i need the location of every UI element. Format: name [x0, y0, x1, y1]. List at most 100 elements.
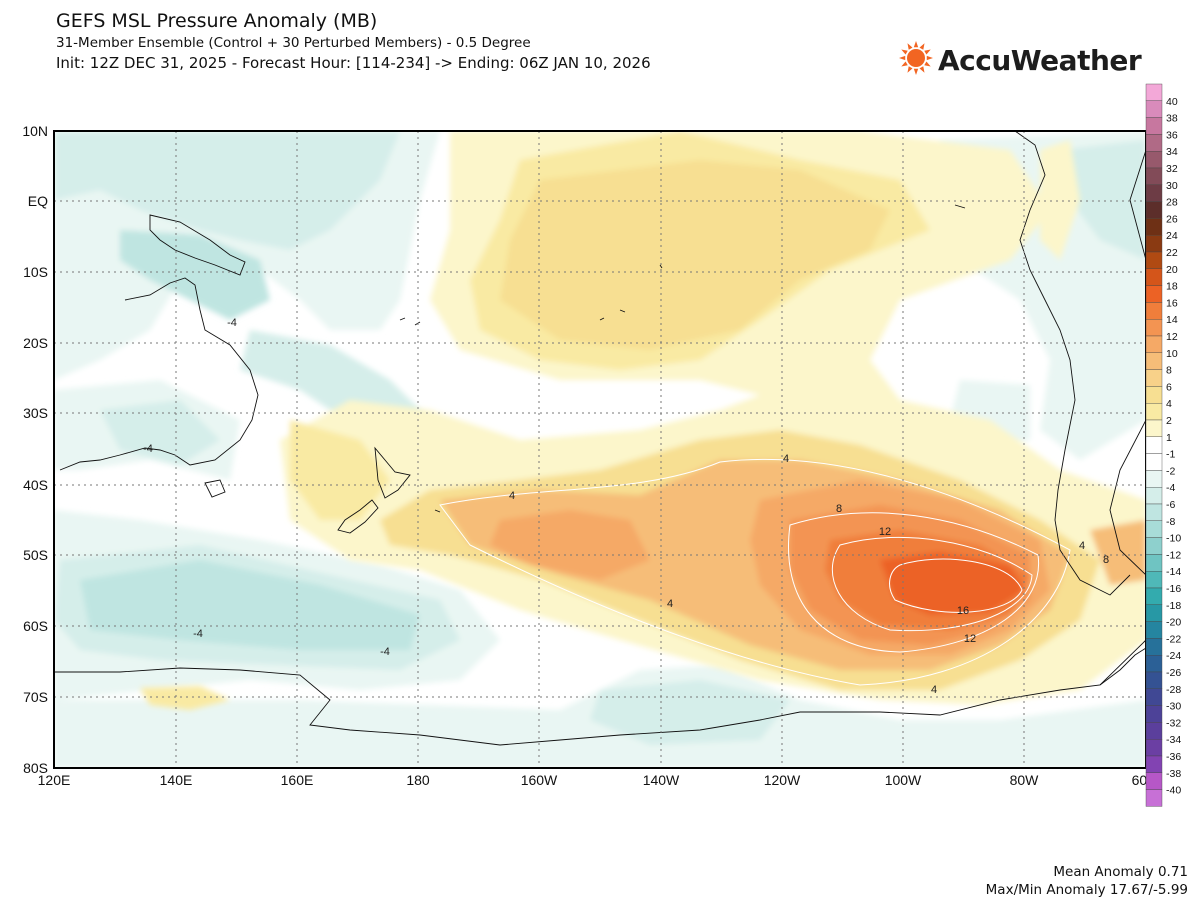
colorbar-level: 2 [1166, 415, 1172, 427]
colorbar-swatch [1145, 117, 1163, 135]
colorbar-level: 22 [1166, 247, 1178, 259]
colorbar-swatch [1145, 705, 1163, 723]
colorbar-swatch [1145, 184, 1163, 202]
lon-label: 120W [764, 772, 801, 788]
lat-label: 10N [22, 123, 48, 139]
colorbar-swatch [1145, 369, 1163, 387]
colorbar-level: -6 [1166, 499, 1175, 511]
colorbar-level: -32 [1166, 717, 1181, 729]
lat-label: 30S [23, 405, 48, 421]
colorbar-level: -4 [1166, 482, 1175, 494]
colorbar-swatch [1145, 671, 1163, 689]
new-zealand-north [374, 446, 411, 499]
longitude-labels: 120E 140E 160E 180 160W 140W 120W 100W 8… [38, 772, 1162, 788]
colorbar-level: 30 [1166, 180, 1178, 192]
colorbar-level: 14 [1166, 314, 1178, 326]
colorbar-level: -36 [1166, 751, 1181, 763]
colorbar-swatch [1145, 688, 1163, 706]
colorbar-swatch [1145, 638, 1163, 656]
south-america-west-coast [1014, 131, 1131, 596]
colorbar-swatch [1145, 100, 1163, 118]
accuweather-logo: AccuWeather [898, 40, 1142, 80]
lat-label: EQ [28, 193, 48, 209]
colorbar-swatch [1145, 319, 1163, 337]
colorbar-swatch [1145, 604, 1163, 622]
colorbar-level: 18 [1166, 281, 1178, 293]
colorbar-swatch [1145, 268, 1163, 286]
colorbar-level: 36 [1166, 129, 1178, 141]
colorbar-level: 24 [1166, 230, 1178, 242]
colorbar-swatch [1145, 251, 1163, 269]
maxmin-anomaly: Max/Min Anomaly 17.67/-5.99 [985, 882, 1188, 898]
colorbar-swatch [1145, 386, 1163, 404]
colorbar-level: 38 [1166, 113, 1178, 125]
colorbar-swatch [1145, 150, 1163, 169]
colorbar-level: 8 [1166, 365, 1172, 377]
colorbar-swatch [1145, 520, 1163, 538]
contour-label: 4 [783, 453, 789, 465]
colorbar-level: -8 [1166, 516, 1175, 528]
lat-label: 80S [23, 760, 48, 776]
colorbar-level: 32 [1166, 163, 1178, 175]
antarctica-coast [54, 639, 1146, 746]
new-guinea-coast [149, 214, 246, 276]
colorbar-labels: 40 38 36 34 32 30 28 26 24 22 20 18 16 14 12 10 8 6 4 2 1 -1 -… [1166, 96, 1181, 797]
colorbar-level: -10 [1166, 533, 1181, 545]
lat-label: 10S [23, 264, 48, 280]
colorbar-level: -1 [1166, 449, 1175, 461]
colorbar-level: -30 [1166, 701, 1181, 713]
colorbar-level: -34 [1166, 734, 1181, 746]
chart-title: GEFS MSL Pressure Anomaly (MB) [56, 10, 378, 32]
contour-label: -4 [193, 628, 203, 640]
colorbar-swatch [1145, 722, 1163, 740]
colorbar-swatch [1145, 453, 1163, 471]
colorbar-level: -28 [1166, 684, 1181, 696]
colorbar-level: 6 [1166, 381, 1172, 393]
lat-label: 40S [23, 477, 48, 493]
colorbar-level: 20 [1166, 264, 1178, 276]
colorbar-level: 1 [1166, 432, 1172, 444]
lon-label: 80W [1010, 772, 1040, 788]
colorbar-level: -22 [1166, 633, 1181, 645]
colorbar-swatch [1145, 755, 1163, 773]
contour-label: 8 [1103, 554, 1109, 566]
contour-label: 4 [931, 684, 937, 696]
colorbar-swatch [1145, 789, 1163, 807]
colorbar-swatch [1145, 554, 1163, 572]
colorbar-swatch [1145, 83, 1163, 101]
contour-label: 12 [879, 526, 891, 538]
new-zealand-south [337, 499, 379, 534]
lat-label: 70S [23, 689, 48, 705]
colorbar-swatch [1145, 167, 1163, 185]
contour-label: 12 [964, 633, 976, 645]
colorbar-level: -38 [1166, 768, 1181, 780]
colorbar-swatch [1145, 419, 1163, 437]
antarctic-peninsula [1099, 647, 1146, 686]
coastlines [54, 131, 1146, 746]
graticule [54, 131, 1146, 768]
positive-anomaly-regions [140, 131, 1146, 710]
mean-anomaly: Mean Anomaly 0.71 [1053, 864, 1188, 880]
contour-label: -4 [380, 646, 390, 658]
lon-label: 140E [160, 772, 193, 788]
colorbar-swatch [1145, 201, 1163, 219]
colorbar-level: 4 [1166, 398, 1172, 410]
contour-label: -4 [143, 443, 153, 455]
colorbar-swatch [1145, 772, 1163, 790]
contour-label: 4 [667, 598, 673, 610]
lon-label: 120E [38, 772, 71, 788]
lat-label: 60S [23, 618, 48, 634]
colorbar-swatch [1145, 218, 1163, 236]
lon-label: 160W [521, 772, 558, 788]
colorbar-level: 10 [1166, 348, 1178, 360]
anomaly-field [54, 131, 1146, 768]
colorbar-swatch [1145, 470, 1163, 488]
lon-label: 140W [643, 772, 680, 788]
contour-label: 4 [1079, 540, 1085, 552]
colorbar-level: -40 [1166, 785, 1181, 797]
contour-lines [439, 458, 1071, 686]
latitude-labels: 10N EQ 10S 20S 30S 40S 50S 60S 70S 80S [22, 123, 48, 776]
init-line: Init: 12Z DEC 31, 2025 - Forecast Hour: … [56, 54, 651, 72]
colorbar-swatch [1145, 655, 1163, 673]
contour-label: 16 [957, 605, 969, 617]
